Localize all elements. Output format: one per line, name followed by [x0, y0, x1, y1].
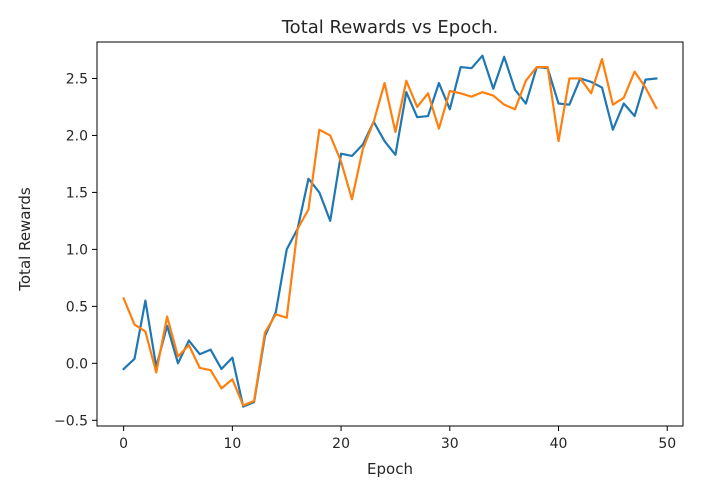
chart-title: Total Rewards vs Epoch.	[281, 17, 498, 38]
y-tick-label: −0.5	[54, 413, 88, 429]
series-lines	[122, 54, 658, 408]
x-tick-label: 20	[332, 436, 350, 452]
x-tick-label: 10	[223, 436, 241, 452]
y-tick-label: 0.5	[66, 299, 88, 315]
y-tick-label: 1.5	[66, 185, 88, 201]
x-axis-label: Epoch	[367, 460, 413, 478]
x-tick-label: 30	[441, 436, 459, 452]
y-tick-label: 2.5	[66, 71, 88, 87]
axes: 0 10 20 30 40 50 −0.5 0.0 0.5 1.0 1.5 2.0 2.5	[54, 71, 676, 452]
y-axis-label: Total Rewards	[16, 187, 34, 292]
x-tick-label: 0	[119, 436, 128, 452]
series-line-1	[122, 54, 658, 408]
x-tick-label: 40	[550, 436, 568, 452]
plot-frame	[96, 41, 684, 427]
y-tick-label: 0.0	[66, 356, 88, 372]
series-line-2	[122, 57, 658, 407]
y-tick-label: 1.0	[66, 242, 88, 258]
y-tick-label: 2.0	[66, 128, 88, 144]
x-tick-label: 50	[658, 436, 676, 452]
